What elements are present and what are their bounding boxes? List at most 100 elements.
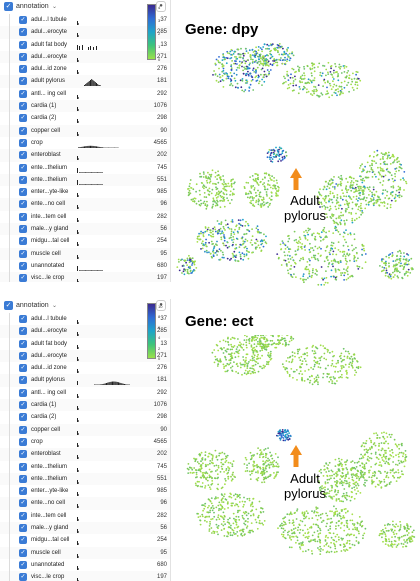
category-checkbox[interactable]: ✓ <box>19 463 27 471</box>
annotation-header[interactable]: ✓ annotation ⌄ ● <box>0 0 170 14</box>
category-checkbox[interactable]: ✓ <box>19 413 27 421</box>
category-checkbox[interactable]: ✓ <box>19 573 27 581</box>
category-checkbox[interactable]: ✓ <box>19 487 27 495</box>
category-checkbox[interactable]: ✓ <box>19 16 27 24</box>
category-checkbox[interactable]: ✓ <box>19 127 27 135</box>
category-checkbox[interactable]: ✓ <box>19 315 27 323</box>
category-checkbox[interactable]: ✓ <box>19 524 27 532</box>
category-checkbox[interactable]: ✓ <box>19 151 27 159</box>
category-checkbox[interactable]: ✓ <box>19 499 27 507</box>
category-checkbox[interactable]: ✓ <box>19 364 27 372</box>
category-row[interactable]: ✓cardia (2)298 <box>0 411 170 423</box>
category-checkbox[interactable]: ✓ <box>19 426 27 434</box>
category-row[interactable]: ✓cardia (2)298 <box>0 112 170 124</box>
category-checkbox[interactable]: ✓ <box>19 188 27 196</box>
category-checkbox[interactable]: ✓ <box>19 102 27 110</box>
category-checkbox[interactable]: ✓ <box>19 41 27 49</box>
category-checkbox[interactable]: ✓ <box>19 250 27 258</box>
category-label: ente...thelium <box>31 174 76 186</box>
category-checkbox[interactable]: ✓ <box>19 53 27 61</box>
category-checkbox[interactable]: ✓ <box>19 77 27 85</box>
chevron-down-icon[interactable]: ⌄ <box>52 1 57 13</box>
category-checkbox[interactable]: ✓ <box>19 327 27 335</box>
category-row[interactable]: ✓cardia (1)1076 <box>0 100 170 112</box>
category-checkbox[interactable]: ✓ <box>19 376 27 384</box>
category-checkbox[interactable]: ✓ <box>19 164 27 172</box>
category-checkbox[interactable]: ✓ <box>19 65 27 73</box>
category-checkbox[interactable]: ✓ <box>19 274 27 282</box>
header-checkbox[interactable]: ✓ <box>4 2 13 11</box>
category-checkbox[interactable]: ✓ <box>19 176 27 184</box>
category-checkbox[interactable]: ✓ <box>19 450 27 458</box>
category-checkbox[interactable]: ✓ <box>19 262 27 270</box>
umap-plot-dpy[interactable] <box>172 40 420 295</box>
category-checkbox[interactable]: ✓ <box>19 475 27 483</box>
category-checkbox[interactable]: ✓ <box>19 139 27 147</box>
category-row[interactable]: ✓cardia (1)1076 <box>0 399 170 411</box>
annotation-header[interactable]: ✓ annotation ⌄ ● <box>0 299 170 313</box>
category-checkbox[interactable]: ✓ <box>19 401 27 409</box>
chevron-down-icon[interactable]: ⌄ <box>52 300 57 312</box>
category-checkbox[interactable]: ✓ <box>19 352 27 360</box>
histogram-sparkline <box>76 498 134 508</box>
category-checkbox[interactable]: ✓ <box>19 536 27 544</box>
category-checkbox[interactable]: ✓ <box>19 213 27 221</box>
category-checkbox[interactable]: ✓ <box>19 340 27 348</box>
category-checkbox[interactable]: ✓ <box>19 114 27 122</box>
category-checkbox[interactable]: ✓ <box>19 90 27 98</box>
umap-plot-ect[interactable] <box>172 335 420 560</box>
category-count: 197 <box>157 571 167 581</box>
category-checkbox[interactable]: ✓ <box>19 549 27 557</box>
category-checkbox[interactable]: ✓ <box>19 389 27 397</box>
tree-guide <box>9 223 10 235</box>
category-count: 197 <box>157 272 167 282</box>
category-checkbox[interactable]: ✓ <box>19 438 27 446</box>
category-checkbox[interactable]: ✓ <box>19 225 27 233</box>
category-checkbox[interactable]: ✓ <box>19 512 27 520</box>
header-checkbox[interactable]: ✓ <box>4 301 13 310</box>
category-checkbox[interactable]: ✓ <box>19 200 27 208</box>
category-checkbox[interactable]: ✓ <box>19 237 27 245</box>
category-checkbox[interactable]: ✓ <box>19 28 27 36</box>
